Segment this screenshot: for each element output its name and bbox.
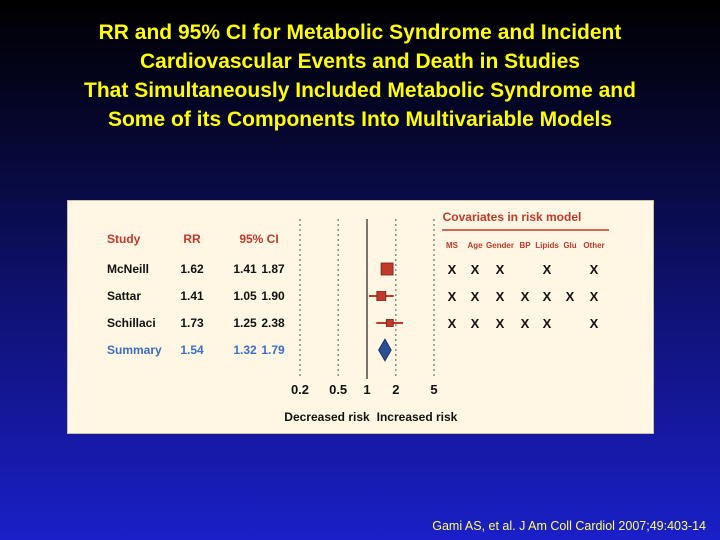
covariate-mark: X: [543, 316, 552, 331]
ci-upper-value: 2.38: [261, 316, 285, 330]
covariate-mark: X: [471, 316, 480, 331]
column-header-study: Study: [107, 232, 141, 246]
rr-point-square: [380, 262, 394, 276]
study-name: Schillaci: [107, 316, 156, 330]
covariate-header: Lipids: [535, 241, 559, 250]
ci-lower-value: 1.41: [233, 262, 257, 276]
covariate-mark: X: [566, 289, 575, 304]
study-name: Summary: [107, 343, 162, 357]
study-name: Sattar: [107, 289, 141, 303]
covariate-mark: X: [448, 316, 457, 331]
covariate-header: Other: [583, 241, 604, 250]
x-tick-label: 0.2: [291, 382, 309, 397]
covariate-mark: X: [496, 289, 505, 304]
forest-plot: 0.2 0.5 1 2 5 Decreased risk Increased risk Stu…: [107, 210, 609, 424]
covariate-header: Age: [467, 241, 483, 250]
decreased-risk-label: Decreased risk: [284, 410, 370, 424]
covariate-mark: X: [543, 289, 552, 304]
rr-point-square: [385, 319, 394, 327]
title-line: Cardiovascular Events and Death in Studi…: [140, 50, 580, 73]
forest-plot-panel: 0.2 0.5 1 2 5 Decreased risk Increased risk Stu…: [67, 200, 654, 434]
covariate-mark: X: [521, 289, 530, 304]
x-tick-label: 5: [430, 382, 437, 397]
covariate-mark: X: [448, 262, 457, 277]
rr-point-square: [376, 291, 387, 301]
covariate-mark: X: [496, 262, 505, 277]
column-header-ci: 95% CI: [239, 232, 278, 246]
ci-upper-value: 1.90: [261, 289, 285, 303]
x-tick-label: 1: [363, 382, 370, 397]
study-name: McNeill: [107, 262, 149, 276]
covariate-header: Glu: [563, 241, 576, 250]
slide-title: RR and 95% CI for Metabolic Syndrome and…: [0, 18, 720, 134]
rr-value: 1.41: [180, 289, 204, 303]
column-header-rr: RR: [183, 232, 201, 246]
x-tick-label: 0.5: [329, 382, 347, 397]
covariate-mark: X: [590, 262, 599, 277]
ci-lower-value: 1.25: [233, 316, 257, 330]
title-line: That Simultaneously Included Metabolic S…: [84, 79, 636, 102]
ci-lower-value: 1.05: [233, 289, 257, 303]
rr-value: 1.73: [180, 316, 204, 330]
rr-value: 1.54: [180, 343, 204, 357]
summary-diamond: [378, 338, 392, 362]
covariate-mark: X: [496, 316, 505, 331]
x-tick-label: 2: [392, 382, 399, 397]
covariate-mark: X: [590, 289, 599, 304]
covariate-mark: X: [448, 289, 457, 304]
citation: Gami AS, et al. J Am Coll Cardiol 2007;4…: [432, 519, 706, 533]
covariate-header: Gender: [486, 241, 514, 250]
ci-upper-value: 1.87: [261, 262, 285, 276]
ci-upper-value: 1.79: [261, 343, 285, 357]
rr-value: 1.62: [180, 262, 204, 276]
ci-lower-value: 1.32: [233, 343, 257, 357]
covariate-header: BP: [519, 241, 531, 250]
covariate-mark: X: [471, 289, 480, 304]
covariate-mark: X: [521, 316, 530, 331]
covariates-title: Covariates in risk model: [443, 210, 582, 224]
title-line: Some of its Components Into Multivariabl…: [107, 108, 613, 131]
covariate-mark: X: [543, 262, 552, 277]
covariate-mark: X: [471, 262, 480, 277]
covariate-mark: X: [590, 316, 599, 331]
title-line: RR and 95% CI for Metabolic Syndrome and…: [98, 21, 622, 44]
increased-risk-label: Increased risk: [377, 410, 458, 424]
covariate-header: MS: [446, 241, 459, 250]
